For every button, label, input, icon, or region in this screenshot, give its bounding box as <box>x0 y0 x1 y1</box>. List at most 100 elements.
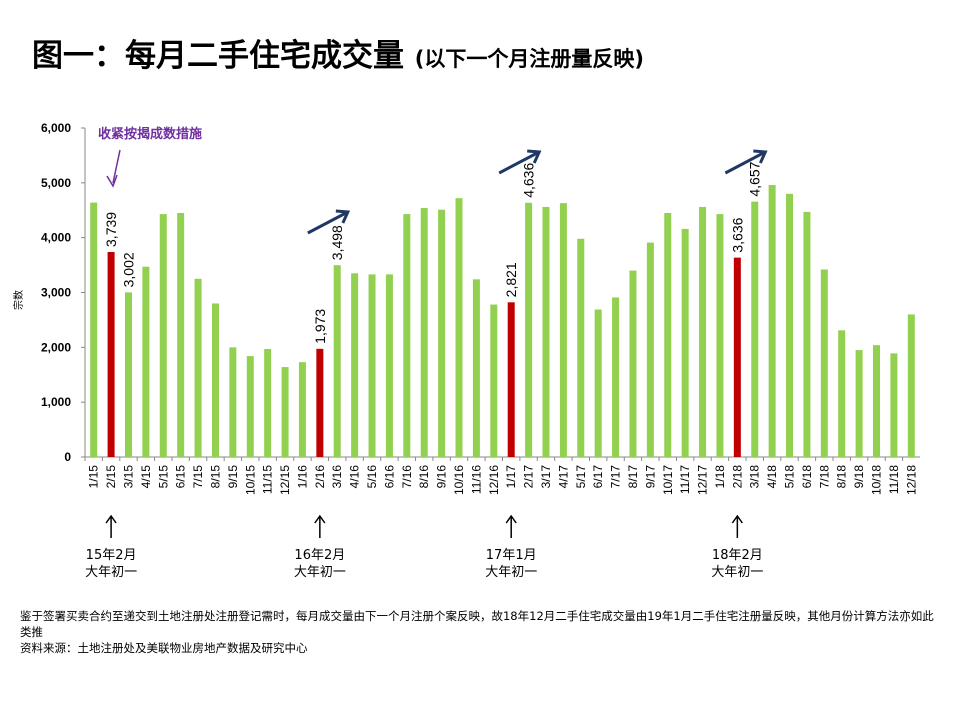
x-tick-label: 7/18 <box>817 465 831 489</box>
bar-6-18 <box>803 211 811 457</box>
x-tick-label: 2/17 <box>522 465 536 489</box>
new-year-date: 18年2月 <box>712 548 763 563</box>
x-tick-label: 8/16 <box>417 465 431 489</box>
new-year-date: 17年1月 <box>486 548 537 563</box>
bar-12-15 <box>281 367 289 457</box>
bar-5-17 <box>577 238 585 457</box>
bar-11-16 <box>472 279 480 457</box>
footnotes: 鉴于签署买卖合约至递交到土地注册处注册登记需时，每月成交量由下一个月注册个案反映… <box>20 608 940 656</box>
x-tick-label: 3/15 <box>121 465 135 489</box>
x-tick-label: 6/18 <box>800 465 814 489</box>
x-tick-label: 9/16 <box>435 465 449 489</box>
bar-4-15 <box>142 266 150 457</box>
bar-3-18 <box>751 201 759 457</box>
x-tick-label: 1/18 <box>713 465 727 489</box>
x-tick-label: 3/16 <box>330 465 344 489</box>
trend-arrow-icon <box>724 151 765 175</box>
x-tick-label: 10/18 <box>870 465 884 495</box>
bar-1-17 <box>507 302 515 457</box>
up-arrowhead-icon <box>105 514 117 524</box>
x-tick-label: 4/18 <box>765 465 779 489</box>
y-tick-label: 0 <box>64 450 71 464</box>
new-year-date: 16年2月 <box>294 548 345 563</box>
bar-5-16 <box>368 274 376 457</box>
title-sub: (以下一个月注册量反映) <box>414 47 644 71</box>
data-label: 3,739 <box>103 212 119 247</box>
x-tick-label: 11/15 <box>261 465 275 494</box>
bar-1-15 <box>90 202 98 457</box>
x-tick-label: 3/18 <box>748 465 762 489</box>
bar-7-18 <box>820 269 828 457</box>
trend-arrowhead-icon <box>335 209 351 224</box>
trend-arrow-icon <box>498 151 538 175</box>
x-tick-label: 6/15 <box>174 465 188 489</box>
y-tick-label: 6,000 <box>41 121 71 135</box>
bar-11-17 <box>681 228 689 457</box>
trend-arrow-icon <box>307 211 347 235</box>
chart-title: 图一：每月二手住宅成交量 (以下一个月注册量反映) <box>32 30 644 75</box>
bar-4-18 <box>768 185 776 457</box>
data-label: 2,821 <box>503 262 519 297</box>
x-tick-label: 5/17 <box>574 465 588 489</box>
new-year-label: 大年初一 <box>485 565 537 580</box>
bar-6-15 <box>177 212 185 457</box>
new-year-label: 大年初一 <box>85 565 137 580</box>
bar-10-18 <box>873 345 881 457</box>
x-tick-label: 11/18 <box>887 465 901 494</box>
x-tick-label: 2/15 <box>104 465 118 489</box>
bar-3-16 <box>333 265 341 457</box>
x-tick-label: 1/15 <box>87 465 101 489</box>
bar-10-16 <box>455 198 463 458</box>
measure-annotation: 收紧按揭成数措施 <box>98 126 202 142</box>
bar-2-16 <box>316 348 324 457</box>
measure-arrow-icon <box>112 149 121 184</box>
x-tick-label: 3/17 <box>539 465 553 489</box>
bar-1-18 <box>716 214 724 457</box>
bar-6-17 <box>594 309 602 457</box>
bar-4-16 <box>351 273 359 457</box>
x-tick-label: 2/18 <box>730 465 744 489</box>
bar-6-16 <box>385 274 393 457</box>
x-tick-label: 12/16 <box>487 465 501 495</box>
x-tick-label: 8/17 <box>626 465 640 489</box>
y-tick-label: 3,000 <box>41 286 71 300</box>
bar-9-18 <box>855 350 863 457</box>
x-tick-label: 9/18 <box>852 465 866 489</box>
bar-8-15 <box>211 303 219 457</box>
y-tick-label: 4,000 <box>41 231 71 245</box>
new-year-date: 15年2月 <box>86 548 137 563</box>
bar-10-17 <box>664 212 672 457</box>
bar-12-17 <box>699 206 707 457</box>
trend-arrowhead-icon <box>753 149 768 164</box>
bar-7-17 <box>612 297 620 457</box>
bar-5-18 <box>786 193 794 458</box>
data-label: 3,002 <box>120 252 136 287</box>
bar-3-15 <box>124 292 132 457</box>
bar-11-18 <box>890 353 898 457</box>
data-label: 3,498 <box>329 225 345 260</box>
x-tick-label: 10/16 <box>452 465 466 495</box>
x-tick-label: 7/17 <box>609 465 623 489</box>
x-tick-label: 1/17 <box>504 465 518 489</box>
x-tick-label: 4/17 <box>556 465 570 489</box>
trend-arrowhead-icon <box>527 149 542 164</box>
new-year-label: 大年初一 <box>711 565 763 580</box>
bar-8-18 <box>838 330 846 457</box>
data-label: 1,973 <box>312 309 328 344</box>
x-tick-label: 12/17 <box>696 465 710 495</box>
x-tick-label: 6/17 <box>591 465 605 489</box>
x-tick-label: 5/16 <box>365 465 379 489</box>
x-tick-label: 6/16 <box>382 465 396 489</box>
bar-12-18 <box>907 314 915 457</box>
bar-9-15 <box>229 347 237 457</box>
x-tick-label: 4/15 <box>139 465 153 489</box>
x-tick-label: 8/15 <box>208 465 222 489</box>
up-arrowhead-icon <box>731 514 743 524</box>
footnote-method: 鉴于签署买卖合约至递交到土地注册处注册登记需时，每月成交量由下一个月注册个案反映… <box>20 609 934 639</box>
bar-9-16 <box>438 209 446 457</box>
up-arrowhead-icon <box>505 514 517 524</box>
x-tick-label: 11/17 <box>678 465 692 494</box>
y-axis-label: 宗数 <box>12 290 25 310</box>
